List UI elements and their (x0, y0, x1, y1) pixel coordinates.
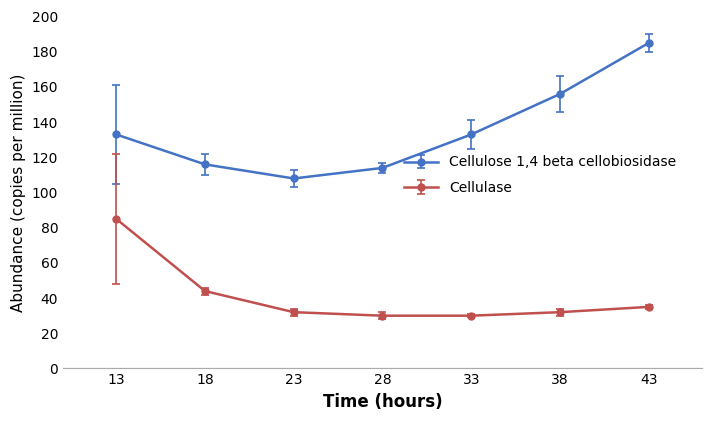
Legend: Cellulose 1,4 beta cellobiosidase, Cellulase: Cellulose 1,4 beta cellobiosidase, Cellu… (398, 150, 682, 200)
Y-axis label: Abundance (copies per million): Abundance (copies per million) (11, 73, 26, 312)
X-axis label: Time (hours): Time (hours) (323, 393, 442, 411)
